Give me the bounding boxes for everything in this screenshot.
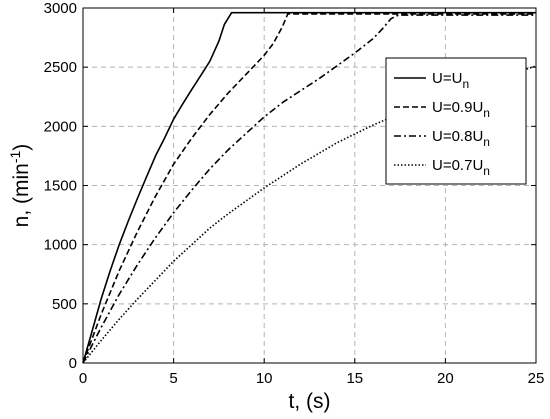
y-tick-label: 3000 bbox=[44, 0, 77, 17]
legend-label-base: U=0.8U bbox=[432, 128, 483, 145]
legend-label-sub: n bbox=[483, 106, 490, 120]
x-tick-label: 25 bbox=[528, 370, 545, 387]
y-axis-title-tail: ) bbox=[10, 144, 33, 151]
axis-ticks: 0 5 10 15 20 25 0 500 1000 1500 2000 2500 3000 bbox=[44, 0, 545, 387]
y-tick-label: 0 bbox=[69, 355, 77, 372]
legend-label-sub: n bbox=[483, 164, 490, 178]
y-axis-title-sup: -1 bbox=[7, 150, 23, 163]
x-tick-label: 15 bbox=[346, 370, 363, 387]
legend-label-3: U=0.8Un bbox=[432, 128, 490, 149]
legend-label-base: U=0.9U bbox=[432, 99, 483, 116]
series-line-1 bbox=[82, 11, 536, 364]
y-axis-title: n, (min-1) bbox=[7, 144, 33, 228]
legend-label-4: U=0.7Un bbox=[432, 157, 490, 178]
y-tick-label: 1500 bbox=[44, 178, 77, 195]
x-axis-title: t, (s) bbox=[289, 390, 331, 413]
legend-label-sub: n bbox=[462, 77, 469, 91]
y-tick-label: 1000 bbox=[44, 237, 77, 254]
grid bbox=[83, 8, 536, 363]
legend-label-2: U=0.9Un bbox=[432, 99, 490, 120]
legend-label-sub: n bbox=[483, 135, 490, 149]
y-tick-label: 2500 bbox=[44, 59, 77, 76]
series-lines bbox=[82, 11, 537, 364]
x-tick-label: 0 bbox=[79, 370, 87, 387]
legend-label-1: U=Un bbox=[432, 70, 469, 91]
legend-box bbox=[385, 57, 527, 185]
series-line-3 bbox=[82, 14, 536, 364]
legend-label-base: U=U bbox=[432, 70, 462, 87]
y-tick-label: 500 bbox=[52, 296, 77, 313]
legend-label-base: U=0.7U bbox=[432, 157, 483, 174]
x-tick-label: 10 bbox=[256, 370, 273, 387]
x-tick-label: 20 bbox=[437, 370, 454, 387]
y-axis-title-base: n, (min bbox=[10, 163, 33, 227]
y-tick-label: 2000 bbox=[44, 118, 77, 135]
x-tick-label: 5 bbox=[169, 370, 177, 387]
series-line-2 bbox=[82, 13, 536, 364]
